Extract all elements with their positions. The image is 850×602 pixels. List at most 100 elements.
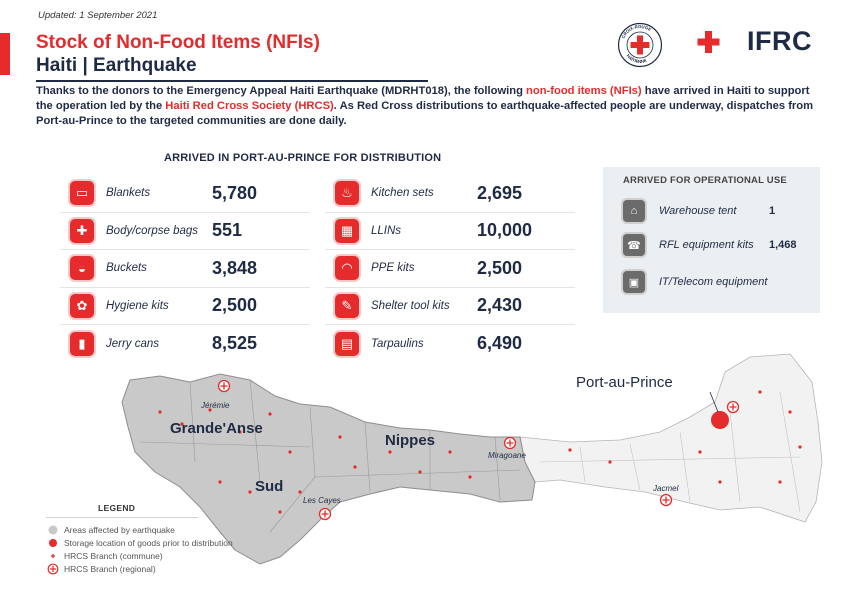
- nfi-item-jerry-cans: ▮ Jerry cans 8,525: [60, 325, 310, 363]
- nfi-item-tarpaulins: ▤ Tarpaulins 6,490: [325, 325, 575, 363]
- net-icon: ▦: [335, 218, 359, 243]
- nfi-item-blankets: ▭ Blankets 5,780: [60, 175, 310, 213]
- intro-text: Thanks to the donors to the Emergency Ap…: [36, 85, 527, 97]
- intro-highlight-nfi: non-food items (NFIs): [526, 85, 642, 97]
- ops-label: RFL equipment kits: [659, 239, 754, 251]
- regional-branch-crosses: [220, 382, 737, 518]
- nfi-value: 2,430: [477, 295, 523, 316]
- ops-item-it-telecom: ▣ IT/Telecom equipment: [623, 271, 809, 293]
- unaffected-area: [519, 353, 823, 523]
- nfi-label: Buckets: [106, 262, 147, 275]
- nfi-item-ppe-kits: ◠ PPE kits 2,500: [325, 250, 575, 288]
- jerrycan-icon: ▮: [70, 331, 94, 356]
- red-dot-icon: [46, 538, 60, 548]
- hygiene-icon: ✿: [70, 293, 94, 318]
- legend-item-affected: Areas affected by earthquake: [46, 523, 246, 536]
- nfi-item-shelter-tool-kits: ✎ Shelter tool kits 2,430: [325, 288, 575, 325]
- operational-use-panel: ARRIVED FOR OPERATIONAL USE ⌂ Warehouse …: [603, 167, 820, 313]
- legend-label: HRCS Branch (regional): [64, 563, 156, 574]
- region-label-grande-anse: Grande'Anse: [170, 420, 263, 437]
- nfi-item-buckets: ◒ Buckets 3,848: [60, 250, 310, 288]
- city-label-les-cayes: Les Cayes: [303, 496, 341, 505]
- nfi-label: Jerry cans: [106, 337, 160, 350]
- ops-label: IT/Telecom equipment: [659, 276, 768, 288]
- nfi-item-kitchen-sets: ♨ Kitchen sets 2,695: [325, 175, 575, 213]
- nfi-value: 6,490: [477, 333, 523, 354]
- affected-area: [121, 373, 536, 565]
- port-au-prince-storage-icon: [711, 411, 729, 429]
- nfi-label: Blankets: [106, 187, 151, 200]
- nfi-value: 2,695: [477, 182, 523, 203]
- wrench-icon: ✎: [335, 293, 359, 318]
- nfi-item-llins: ▦ LLINs 10,000: [325, 213, 575, 250]
- nfi-item-body-bags: ✚ Body/corpse bags 551: [60, 213, 310, 250]
- nfi-label: Kitchen sets: [371, 187, 434, 200]
- bag-icon: ✚: [70, 218, 94, 243]
- nfi-label: Body/corpse bags: [106, 224, 199, 237]
- legend-label: HRCS Branch (commune): [64, 550, 163, 561]
- haitian-red-cross-logo: CROIX-ROUGE HAÏTIENNE: [617, 22, 663, 68]
- page-subtitle: Haiti | Earthquake: [36, 55, 197, 76]
- mask-icon: ◠: [335, 256, 359, 281]
- intro-paragraph: Thanks to the donors to the Emergency Ap…: [36, 84, 826, 128]
- nfi-value: 2,500: [477, 257, 523, 278]
- nfi-value: 3,848: [212, 257, 258, 278]
- arrived-section-title: ARRIVED IN PORT-AU-PRINCE FOR DISTRIBUTI…: [164, 152, 442, 164]
- intro-text: have arrived in Haiti to support the ope…: [36, 85, 810, 112]
- nfi-label: Tarpaulins: [371, 337, 424, 350]
- ops-item-warehouse-tent: ⌂ Warehouse tent 1: [623, 200, 775, 222]
- ifrc-logo: IFRC: [697, 26, 812, 57]
- city-label-jeremie: Jérémie: [201, 401, 230, 410]
- ops-item-rfl-kits: ☎ RFL equipment kits 1,468: [623, 234, 797, 256]
- intro-text: . As Red Cross distributions to earthqua…: [36, 99, 814, 127]
- nfi-label: Hygiene kits: [106, 299, 169, 312]
- small-cross-icon: [46, 551, 60, 561]
- ifrc-logo-text: IFRC: [747, 26, 812, 56]
- nfi-value: 5,780: [212, 182, 258, 203]
- intro-highlight-hrcs: Haiti Red Cross Society (HRCS): [165, 99, 334, 112]
- legend-item-commune-branch: HRCS Branch (commune): [46, 549, 246, 562]
- accent-bar: [0, 33, 10, 75]
- operational-section-title: ARRIVED FOR OPERATIONAL USE: [623, 175, 787, 186]
- nfi-value: 551: [212, 220, 243, 241]
- ops-value: 1,468: [769, 239, 797, 251]
- capital-label: Port-au-Prince: [576, 374, 673, 391]
- map-legend: LEGEND Areas affected by earthquake Stor…: [46, 503, 246, 575]
- legend-item-storage: Storage location of goods prior to distr…: [46, 536, 246, 549]
- region-label-nippes: Nippes: [385, 432, 436, 449]
- nfi-label: PPE kits: [371, 262, 415, 275]
- computer-icon: ▣: [623, 271, 645, 293]
- commune-branch-icons: [158, 390, 802, 514]
- svg-text:HAÏTIENNE: HAÏTIENNE: [626, 53, 648, 64]
- tent-icon: ⌂: [623, 200, 645, 222]
- city-label-jacmel: Jacmel: [653, 484, 679, 493]
- legend-title: LEGEND: [98, 503, 136, 513]
- tarp-icon: ▤: [335, 331, 359, 356]
- cross-crescent-icon: [697, 29, 737, 54]
- kitchen-icon: ♨: [335, 181, 359, 206]
- circle-cross-icon: [46, 563, 60, 575]
- nfi-list-right: ♨ Kitchen sets 2,695 ▦ LLINs 10,000 ◠ PP…: [325, 175, 575, 363]
- region-label-sud: Sud: [255, 478, 284, 495]
- capital-leader-line: [709, 391, 719, 413]
- ops-label: Warehouse tent: [659, 205, 737, 217]
- nfi-item-hygiene-kits: ✿ Hygiene kits 2,500: [60, 288, 310, 325]
- phone-icon: ☎: [623, 234, 645, 256]
- ops-value: 1: [769, 205, 776, 217]
- nfi-label: Shelter tool kits: [371, 299, 450, 312]
- title-divider: [36, 80, 428, 82]
- blanket-icon: ▭: [70, 181, 94, 206]
- haiti-map: Grande'Anse Nippes Sud Port-au-Prince Jé…: [100, 352, 840, 592]
- nfi-label: LLINs: [371, 224, 402, 237]
- legend-label: Storage location of goods prior to distr…: [64, 537, 233, 548]
- affected-commune-borders: [139, 379, 521, 533]
- nfi-value: 2,500: [212, 295, 258, 316]
- city-label-miragoane: Miragoane: [488, 451, 526, 460]
- updated-date: Updated: 1 September 2021: [38, 10, 158, 21]
- map-drawing: [121, 353, 823, 565]
- bucket-icon: ◒: [70, 256, 94, 281]
- legend-item-regional-branch: HRCS Branch (regional): [46, 562, 246, 575]
- page-title: Stock of Non-Food Items (NFIs): [36, 32, 320, 53]
- nfi-value: 10,000: [477, 220, 533, 241]
- legend-divider: [46, 517, 198, 518]
